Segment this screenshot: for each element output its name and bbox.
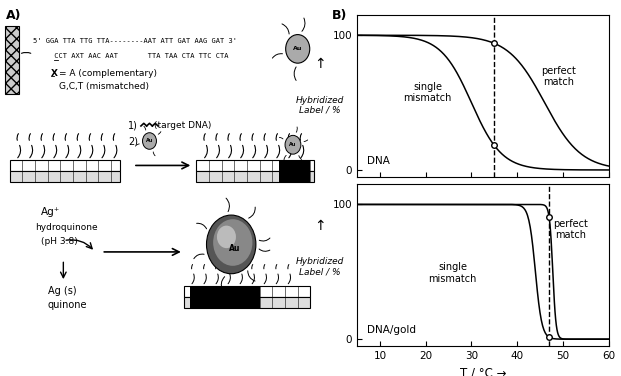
Text: Au: Au [146,138,153,144]
Text: CCT AXT AAC AAT       TTA TAA CTA TTC CTA: CCT AXT AAC AAT TTA TAA CTA TTC CTA [34,53,229,59]
Bar [196,160,314,171]
Text: hydroquinone: hydroquinone [35,223,97,232]
Text: perfect
match: perfect match [541,66,576,87]
Text: Ag (s): Ag (s) [47,287,76,296]
Text: single
mismatch: single mismatch [428,262,477,284]
Text: quinone: quinone [47,300,87,309]
Text: perfect
match: perfect match [553,219,588,240]
Text: 1): 1) [129,121,138,131]
Circle shape [217,226,236,248]
Text: 2): 2) [129,136,138,146]
Text: ↑: ↑ [314,218,325,233]
Bar [196,171,314,182]
Text: Ag⁺: Ag⁺ [41,208,60,217]
Text: Au: Au [229,244,240,253]
Bar [9,160,120,171]
Circle shape [285,135,301,154]
Text: single
mismatch: single mismatch [403,82,451,103]
Text: = A (complementary): = A (complementary) [58,69,156,78]
Bar [190,286,260,308]
Text: DNA: DNA [367,156,390,165]
Bar [9,171,120,182]
Text: Au: Au [293,46,302,52]
Text: (pH 3.8): (pH 3.8) [41,237,78,246]
Bar [184,297,310,308]
Bar [184,286,310,297]
Text: Hybridized
Label / %: Hybridized Label / % [296,257,344,277]
Text: X: X [51,69,58,78]
Text: G,C,T (mismatched): G,C,T (mismatched) [58,82,148,91]
Text: Au: Au [289,142,297,147]
Text: A): A) [6,9,22,23]
Circle shape [213,219,252,266]
Text: 5' GGA TTA TTG TTA--------AAT ATT GAT AAG GAT 3': 5' GGA TTA TTG TTA--------AAT ATT GAT AA… [34,38,237,44]
Text: (target DNA): (target DNA) [153,121,211,130]
Bar [5,26,19,94]
Text: B): B) [332,9,348,23]
X-axis label: T / °C →: T / °C → [460,366,506,376]
Text: Hybridized
Label / %: Hybridized Label / % [296,96,344,115]
Circle shape [207,215,256,274]
Circle shape [286,35,310,63]
Bar [279,160,310,182]
Text: DNA/gold: DNA/gold [367,325,416,335]
Text: ↑: ↑ [314,57,325,71]
Circle shape [142,133,156,149]
